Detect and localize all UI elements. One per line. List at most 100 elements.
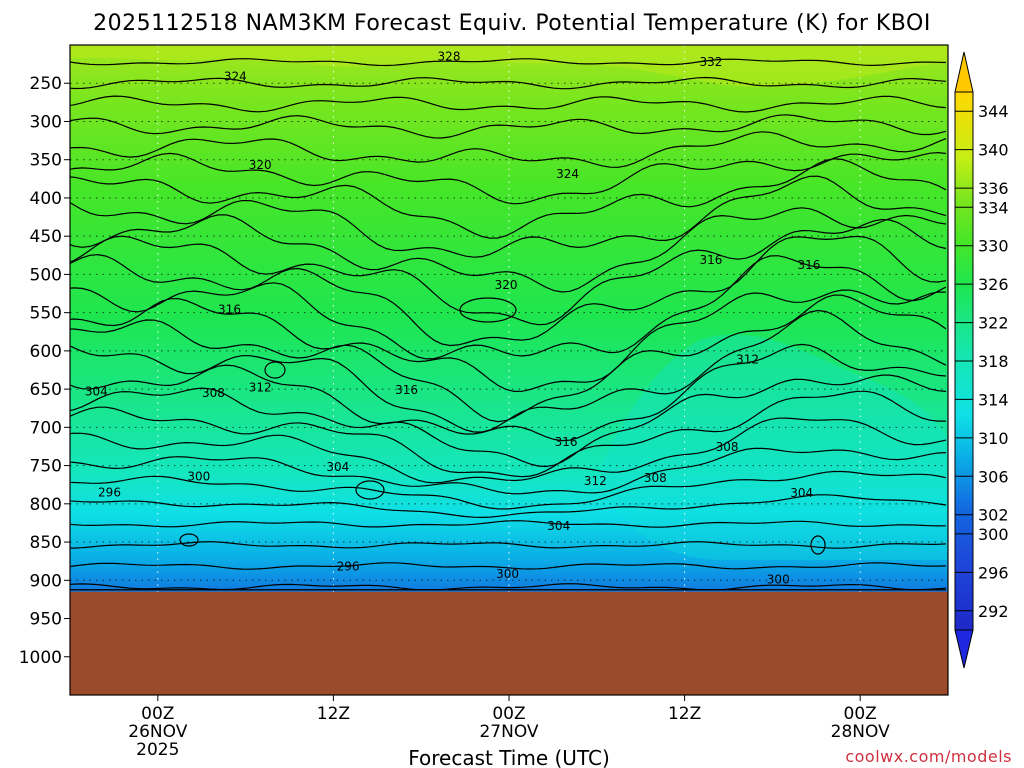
contour-label: 300: [496, 567, 519, 581]
contour-line: [70, 470, 947, 510]
colorbar-tick-label: 296: [978, 563, 1009, 582]
contour-line: [70, 343, 947, 442]
contour-label: 324: [224, 69, 247, 83]
y-tick-label: 700: [30, 418, 62, 438]
contour-line: [70, 289, 947, 393]
contour-closed-cell: [459, 297, 517, 323]
colorbar-tick-label: 330: [978, 237, 1009, 256]
contour-line: [70, 175, 947, 258]
colorbar-top-arrow: [954, 51, 974, 93]
contour-label: 324: [556, 167, 579, 181]
contour-closed-cell: [810, 535, 826, 555]
contour-label: 300: [767, 573, 790, 587]
contour-line: [70, 417, 947, 484]
contour-labels: 328 332 324 320 324 316 316 320 316 312 304 308 312 3…: [85, 49, 821, 587]
y-tick-label: 750: [30, 457, 62, 477]
contour-closed-cell: [355, 480, 385, 500]
x-tick-label: 00Z: [844, 704, 877, 724]
contour-label: 304: [326, 460, 349, 474]
colorbar-bottom-arrow: [954, 629, 974, 669]
y-tick-label: 450: [30, 227, 62, 247]
contour-label: 316: [555, 435, 578, 449]
contour-label: 308: [716, 440, 739, 454]
y-tick-label: 250: [30, 74, 62, 94]
credit-text: coolwx.com/models: [845, 747, 1012, 766]
x-tick-label: 12Z: [317, 704, 350, 724]
colorbar-tick-label: 302: [978, 506, 1009, 525]
contour-line: [70, 374, 947, 468]
contour-label: 328: [438, 49, 461, 63]
contour-label: 312: [584, 474, 607, 488]
y-tick-label: 850: [30, 533, 62, 553]
y-tick-label: 550: [30, 304, 62, 324]
contour-label: 304: [790, 486, 813, 500]
colorbar-tick-label: 336: [978, 179, 1009, 198]
contour-line: [70, 447, 947, 495]
contour-line: [70, 390, 946, 478]
colorbar-tick-label: 334: [978, 198, 1009, 217]
x-tick-label: 12Z: [668, 704, 701, 724]
contour-label: 316: [395, 383, 418, 397]
contour-line: [70, 114, 947, 139]
contour-line: [70, 520, 947, 528]
contour-label: 308: [202, 386, 225, 400]
y-tick-label: 500: [30, 265, 62, 285]
contour-label: 312: [736, 352, 759, 366]
contour-label: 304: [547, 519, 570, 533]
contour-closed-cell: [264, 361, 286, 379]
colorbar-tick-label: 326: [978, 275, 1009, 294]
contour-label: 304: [85, 384, 108, 398]
contour-line: [70, 235, 947, 347]
colorbar-tick-label: 344: [978, 102, 1009, 121]
contour-label: 316: [798, 258, 821, 272]
terrain-below-surface: [70, 591, 948, 695]
contour-label: 320: [249, 158, 272, 172]
contour-label: 320: [495, 278, 518, 292]
contour-line: [70, 158, 947, 239]
colorbar-tick-label: 310: [978, 429, 1009, 448]
contour-label: 296: [98, 485, 121, 499]
contour-line: [70, 494, 947, 519]
colorbar-tick-label: 300: [978, 525, 1009, 544]
contour-label: 316: [699, 253, 722, 267]
y-tick-label: 950: [30, 610, 62, 630]
contour-line: [70, 218, 947, 326]
colorbar-tick-label: 314: [978, 390, 1009, 409]
contour-line: [70, 309, 947, 433]
contour-label: 296: [337, 560, 360, 574]
x-tick-label: 00Z: [141, 704, 174, 724]
contour-line: [70, 207, 947, 293]
x-tick-label: 00Z: [492, 704, 525, 724]
x-axis-label: Forecast Time (UTC): [408, 746, 610, 768]
contour-line: [70, 562, 947, 570]
y-tick-label: 300: [30, 112, 62, 132]
y-tick-label: 400: [30, 189, 62, 209]
plot-area: 328 332 324 320 324 316 316 320 316 312 304 308 312 3…: [70, 45, 948, 695]
colorbar-tick-label: 318: [978, 352, 1009, 371]
contour-line: [70, 76, 947, 90]
colorbar-tick-label: 340: [978, 141, 1009, 160]
upper-warm-band: [70, 45, 948, 88]
contour-line: [70, 541, 947, 549]
colorbar-tick-label: 306: [978, 467, 1009, 486]
x-tick-label: 27NOV: [479, 722, 538, 742]
contour-closed-cell: [179, 533, 199, 547]
x-tick-label: 2025: [136, 740, 179, 760]
x-tick-label: 28NOV: [831, 722, 890, 742]
contour-label: 316: [218, 303, 241, 317]
y-tick-label: 350: [30, 151, 62, 171]
contour-label: 300: [187, 469, 210, 483]
contour-label: 308: [644, 471, 667, 485]
contour-label: 332: [699, 55, 722, 69]
contour-label: 312: [249, 381, 272, 395]
y-tick-label: 800: [30, 495, 62, 515]
y-tick-label: 1000: [19, 648, 62, 668]
y-tick-label: 600: [30, 342, 62, 362]
contour-line: [70, 131, 947, 168]
contour-line: [70, 151, 947, 205]
y-tick-label: 900: [30, 571, 62, 591]
colorbar-tick-label: 322: [978, 314, 1009, 333]
